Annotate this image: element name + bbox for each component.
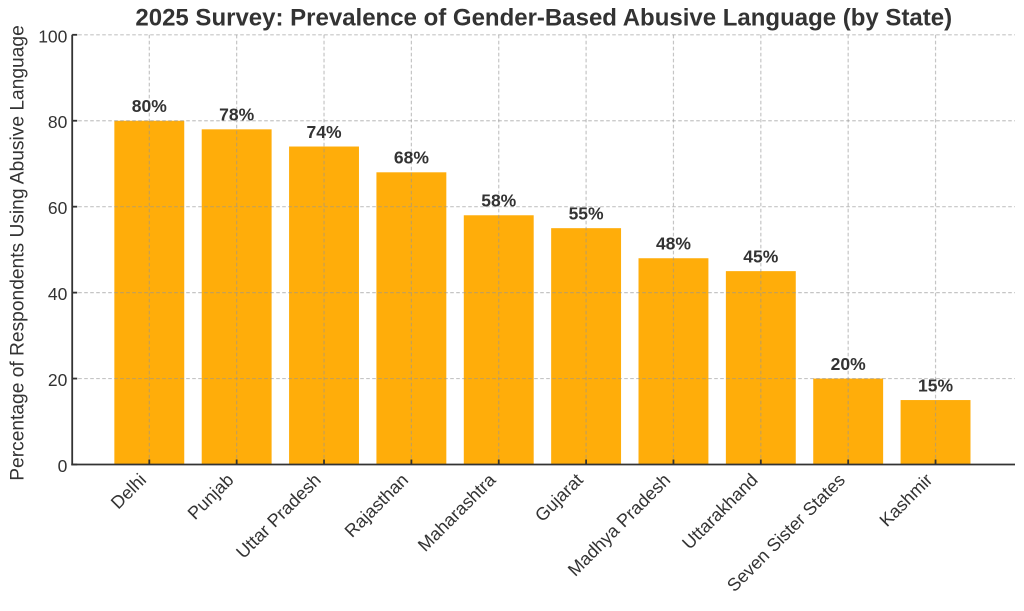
svg-text:68%: 68% [394,148,429,168]
svg-text:40: 40 [48,284,68,304]
svg-text:58%: 58% [481,191,516,211]
svg-text:100: 100 [38,26,67,46]
svg-text:20%: 20% [831,354,866,374]
svg-text:60: 60 [48,198,68,218]
svg-text:0: 0 [58,456,68,476]
svg-text:80: 80 [48,112,68,132]
svg-text:78%: 78% [219,105,254,125]
svg-text:45%: 45% [743,247,778,267]
svg-text:55%: 55% [569,204,604,224]
svg-text:Percentage of Respondents Usin: Percentage of Respondents Using Abusive … [8,25,29,481]
svg-text:15%: 15% [918,375,953,395]
svg-text:2025 Survey: Prevalence of Gen: 2025 Survey: Prevalence of Gender-Based … [135,5,952,32]
svg-text:20: 20 [48,370,68,390]
svg-text:80%: 80% [132,96,167,116]
svg-text:48%: 48% [656,234,691,254]
svg-text:74%: 74% [307,122,342,142]
